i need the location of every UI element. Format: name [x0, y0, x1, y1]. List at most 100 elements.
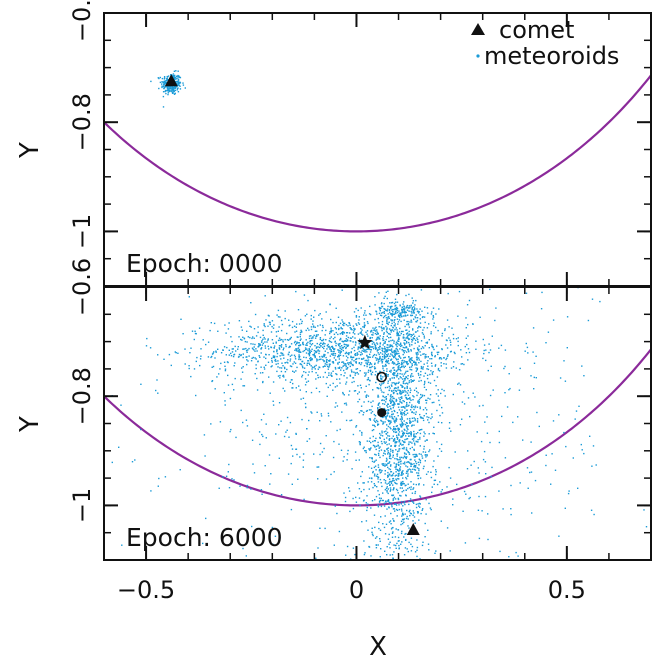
- meteoroid-point: [412, 420, 414, 422]
- meteoroid-point: [230, 352, 232, 355]
- meteoroid-point: [254, 357, 256, 359]
- meteoroid-point: [384, 465, 386, 467]
- meteoroid-point: [389, 554, 391, 556]
- meteoroid-point: [385, 317, 388, 319]
- meteoroid-point: [440, 443, 443, 446]
- meteoroid-point: [370, 467, 373, 469]
- meteoroid-point: [410, 334, 413, 336]
- meteoroid-point: [174, 89, 177, 92]
- meteoroid-point: [333, 544, 335, 546]
- meteoroid-point: [410, 379, 412, 381]
- meteoroid-point: [413, 335, 416, 337]
- meteoroid-point: [343, 369, 345, 372]
- meteoroid-point: [431, 354, 433, 357]
- meteoroid-point: [410, 310, 412, 313]
- meteoroid-point: [354, 390, 357, 392]
- meteoroid-point: [265, 319, 267, 321]
- meteoroid-point: [487, 369, 489, 372]
- meteoroid-point: [228, 487, 231, 489]
- meteoroid-point: [386, 374, 388, 376]
- meteoroid-point: [216, 376, 218, 378]
- meteoroid-point: [313, 334, 315, 337]
- meteoroid-point: [378, 450, 380, 452]
- meteoroid-point: [368, 477, 371, 479]
- meteoroid-point: [271, 320, 274, 322]
- meteoroid-point: [381, 600, 382, 601]
- meteoroid-point: [329, 337, 331, 340]
- meteoroid-point: [330, 349, 332, 351]
- meteoroid-point: [299, 339, 301, 341]
- meteoroid-point: [366, 348, 368, 350]
- meteoroid-point: [406, 335, 409, 337]
- meteoroid-point: [392, 367, 394, 369]
- meteoroid-point: [409, 345, 411, 347]
- meteoroid-point: [394, 481, 396, 484]
- meteoroid-point: [381, 360, 384, 363]
- meteoroid-point: [455, 338, 458, 340]
- meteoroid-point: [411, 406, 413, 409]
- meteoroid-point: [374, 362, 376, 364]
- meteoroid-point: [393, 551, 395, 553]
- meteoroid-point: [383, 356, 386, 359]
- meteoroid-point: [355, 315, 358, 317]
- meteoroid-point: [228, 349, 230, 351]
- meteoroid-point: [392, 531, 394, 533]
- meteoroid-point: [385, 354, 388, 356]
- meteoroid-point: [175, 352, 177, 354]
- meteoroid-point: [399, 593, 400, 594]
- meteoroid-point: [398, 355, 400, 357]
- meteoroid-point: [410, 469, 412, 471]
- meteoroid-point: [403, 319, 405, 321]
- meteoroid-point: [253, 337, 255, 339]
- meteoroid-point: [359, 345, 362, 347]
- meteoroid-point: [342, 349, 344, 352]
- meteoroid-point: [368, 364, 371, 366]
- meteoroid-point: [383, 441, 385, 443]
- meteoroid-point: [167, 89, 169, 92]
- meteoroid-point: [345, 402, 347, 404]
- meteoroid-point: [365, 282, 366, 283]
- meteoroid-point: [373, 581, 374, 582]
- meteoroid-point: [384, 342, 386, 344]
- y-tick-label: −0.8: [68, 93, 96, 151]
- meteoroid-point: [353, 311, 356, 313]
- meteoroid-point: [242, 336, 244, 338]
- meteoroid-point: [388, 362, 390, 365]
- meteoroid-point: [343, 375, 345, 377]
- meteoroid-point: [440, 491, 442, 493]
- meteoroid-point: [284, 317, 286, 320]
- meteoroid-point: [449, 339, 451, 341]
- meteoroid-point: [360, 387, 362, 389]
- meteoroid-point: [228, 354, 230, 356]
- meteoroid-point: [379, 432, 381, 435]
- meteoroid-point: [485, 473, 487, 475]
- meteoroid-point: [417, 350, 420, 352]
- meteoroid-point: [324, 354, 326, 356]
- meteoroid-point: [231, 383, 234, 386]
- meteoroid-point: [419, 322, 422, 324]
- meteoroid-point: [415, 367, 417, 369]
- meteoroid-point: [402, 382, 405, 385]
- meteoroid-point: [296, 349, 298, 351]
- meteoroid-point: [567, 492, 570, 495]
- meteoroid-point: [390, 400, 392, 403]
- meteoroid-point: [425, 402, 428, 404]
- meteoroid-point: [420, 243, 421, 244]
- meteoroid-point: [162, 81, 164, 83]
- meteoroid-point: [411, 471, 413, 473]
- meteoroid-point: [441, 335, 443, 337]
- meteoroid-point: [389, 311, 391, 313]
- meteoroid-point: [359, 504, 361, 507]
- meteoroid-point: [383, 526, 386, 529]
- meteoroid-point: [211, 353, 214, 355]
- meteoroid-point: [432, 307, 435, 309]
- meteoroid-point: [298, 323, 301, 325]
- meteoroid-point: [374, 330, 377, 332]
- meteoroid-point: [270, 331, 273, 333]
- meteoroid-point: [405, 422, 408, 424]
- meteoroid-point: [491, 466, 493, 469]
- meteoroid-point: [404, 382, 406, 385]
- meteoroid-point: [390, 512, 392, 515]
- meteoroid-point: [391, 382, 393, 384]
- meteoroid-point: [298, 358, 300, 361]
